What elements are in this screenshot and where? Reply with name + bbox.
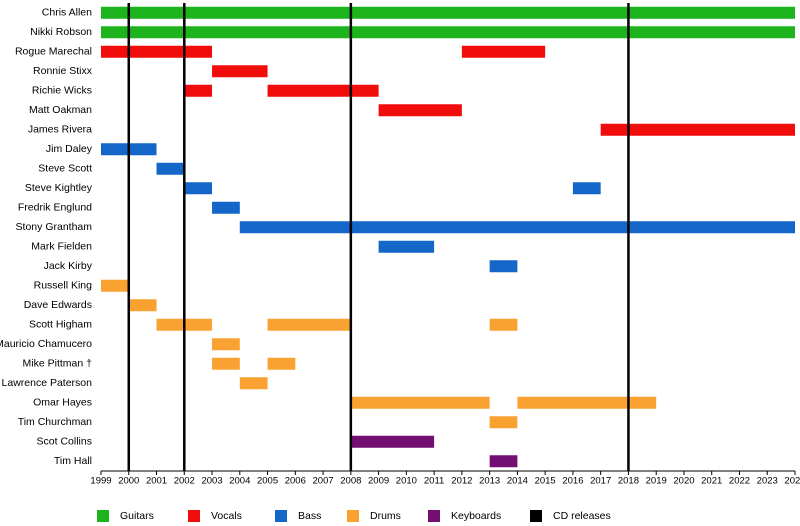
member-label: Tim Hall <box>54 455 92 467</box>
legend-swatch <box>347 510 359 522</box>
member-label: Fredrik Englund <box>18 202 92 214</box>
tenure-bar <box>184 84 213 97</box>
x-tick-label: 2021 <box>701 476 722 487</box>
tenure-bar <box>101 45 213 58</box>
tenure-bar <box>572 182 601 195</box>
x-tick-label: 2022 <box>729 476 750 487</box>
legend-label: Bass <box>298 510 321 522</box>
legend-swatch <box>97 510 109 522</box>
x-tick-label: 2017 <box>590 476 611 487</box>
x-tick-label: 2015 <box>535 476 556 487</box>
tenure-bar <box>212 338 240 351</box>
member-label: Nikki Robson <box>30 26 92 38</box>
x-tick-label: 2005 <box>257 476 278 487</box>
x-tick-label: 2001 <box>146 476 167 487</box>
legend-label: CD releases <box>553 510 611 522</box>
legend-label: Guitars <box>120 510 154 522</box>
tenure-bar <box>212 201 240 214</box>
legend-swatch <box>428 510 440 522</box>
tenure-bar <box>239 221 796 234</box>
tenure-bar <box>600 123 795 136</box>
x-tick-label: 2011 <box>424 476 444 487</box>
tenure-bar <box>184 182 213 195</box>
member-label: Ronnie Stixx <box>33 65 93 77</box>
member-label: Chris Allen <box>42 7 92 19</box>
tenure-bar <box>156 162 185 175</box>
tenure-bar <box>212 65 268 78</box>
legend-swatch <box>275 510 287 522</box>
member-label: Scot Collins <box>37 436 92 448</box>
tenure-bar <box>489 455 518 468</box>
tenure-bar <box>350 396 490 409</box>
x-tick-label: 2003 <box>201 476 222 487</box>
legend-label: Vocals <box>211 510 242 522</box>
member-label: Steve Scott <box>38 163 92 175</box>
member-label: Omar Hayes <box>33 397 92 409</box>
tenure-bar <box>128 299 157 312</box>
legend-swatch <box>188 510 200 522</box>
tenure-bar <box>212 357 240 370</box>
x-tick-label: 2007 <box>313 476 334 487</box>
member-label: Scott Higham <box>29 319 92 331</box>
tenure-bar <box>267 318 351 331</box>
tenure-bar <box>101 6 795 19</box>
tenure-bar <box>101 279 129 292</box>
x-tick-label: 2014 <box>507 476 528 487</box>
member-label: Mauricio Chamucero <box>0 338 92 350</box>
member-label: James Rivera <box>28 124 92 136</box>
x-tick-label: 2016 <box>562 476 583 487</box>
tenure-bar <box>101 26 795 39</box>
x-tick-label: 2024 <box>784 476 800 487</box>
member-label: Mike Pittman † <box>23 358 93 370</box>
x-tick-label: 2004 <box>229 476 250 487</box>
member-label: Dave Edwards <box>24 299 92 311</box>
x-tick-label: 2018 <box>618 476 639 487</box>
legend-label: Drums <box>370 510 401 522</box>
x-tick-label: 2019 <box>646 476 667 487</box>
tenure-bar <box>378 240 435 253</box>
x-tick-label: 2012 <box>451 476 472 487</box>
member-label: Lawrence Paterson <box>2 377 93 389</box>
member-label: Russell King <box>34 280 93 292</box>
x-tick-label: 2006 <box>285 476 306 487</box>
tenure-bar <box>267 84 379 97</box>
member-label: Matt Oakman <box>29 104 92 116</box>
tenure-bar <box>461 45 546 58</box>
x-tick-label: 2002 <box>174 476 195 487</box>
member-label: Stony Grantham <box>16 221 93 233</box>
x-tick-label: 2013 <box>479 476 500 487</box>
tenure-bar <box>489 260 518 273</box>
member-label: Steve Kightley <box>25 182 93 194</box>
tenure-bar <box>267 357 296 370</box>
tenure-bar <box>489 416 518 429</box>
legend-swatch <box>530 510 542 522</box>
legend-label: Keyboards <box>451 510 501 522</box>
tenure-bar <box>350 435 435 448</box>
tenure-bar <box>517 396 657 409</box>
x-tick-label: 2009 <box>368 476 389 487</box>
x-tick-label: 1999 <box>90 476 111 487</box>
x-tick-label: 2010 <box>396 476 417 487</box>
x-tick-label: 2020 <box>673 476 694 487</box>
member-label: Jim Daley <box>46 143 93 155</box>
member-label: Rogue Marechal <box>15 46 92 58</box>
x-tick-label: 2000 <box>118 476 139 487</box>
member-label: Richie Wicks <box>32 85 92 97</box>
x-tick-label: 2008 <box>340 476 361 487</box>
member-label: Tim Churchman <box>18 416 92 428</box>
x-tick-label: 2023 <box>757 476 778 487</box>
tenure-bar <box>489 318 518 331</box>
member-label: Mark Fielden <box>31 241 92 253</box>
tenure-bar <box>378 104 462 117</box>
tenure-bar <box>239 377 268 390</box>
member-label: Jack Kirby <box>44 260 93 272</box>
